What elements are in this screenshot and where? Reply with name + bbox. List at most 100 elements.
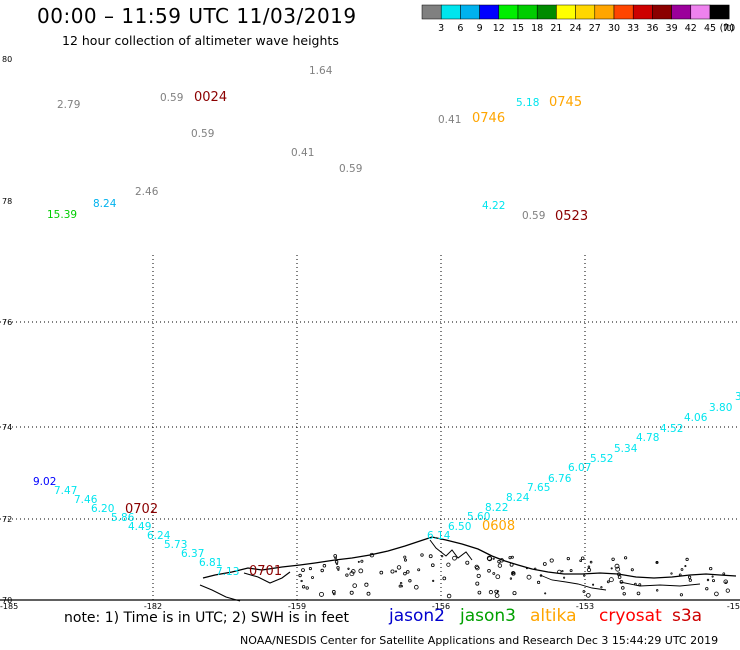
satellite-altika: altika (530, 606, 577, 626)
colorbar-swatch (632, 4, 653, 20)
wave-height-value: 5.34 (614, 443, 638, 455)
colorbar-label: 42 (685, 23, 697, 34)
wave-height-value: 1.64 (309, 65, 333, 77)
colorbar-swatch (709, 4, 730, 20)
colorbar-label: 45 (704, 23, 716, 34)
colorbar-swatch (460, 4, 480, 20)
alaska-coastline (199, 536, 737, 602)
pass-time-label: 0024 (194, 90, 227, 105)
wave-height-value: 0.41 (438, 114, 461, 126)
wave-height-value: 6.81 (199, 557, 222, 569)
colorbar-swatch (652, 4, 672, 20)
wave-height-value: 3.80 (709, 402, 732, 414)
lon-label: -15 (727, 602, 740, 611)
lon-label: -159 (288, 602, 306, 611)
footer-note: note: 1) Time is in UTC; 2) SWH is in fe… (64, 610, 350, 626)
colorbar-swatch (594, 4, 615, 20)
wave-height-value: 8.24 (93, 198, 117, 210)
wave-height-value: 8.22 (485, 502, 508, 514)
lat-label: 76 (2, 318, 12, 327)
wave-height-value: 5.86 (111, 512, 135, 524)
satellite-cryosat: cryosat (599, 606, 662, 626)
lon-label: -153 (576, 602, 594, 611)
lon-label: -156 (432, 602, 450, 611)
grid-lines (0, 255, 740, 601)
colorbar-swatch (517, 4, 538, 20)
colorbar-swatch (671, 4, 692, 20)
wave-height-value: 4.22 (482, 200, 505, 212)
wave-height-value: 4.52 (660, 423, 683, 435)
colorbar-label: 24 (570, 23, 582, 34)
wave-height-value: 0.59 (191, 128, 214, 140)
wave-height-value: 4.78 (636, 432, 659, 444)
colorbar-swatch (556, 4, 576, 20)
wave-height-value: 7.65 (527, 482, 550, 494)
colorbar-label: 30 (608, 23, 620, 34)
colorbar-swatch (613, 4, 634, 20)
pass-time-label: 0746 (472, 111, 505, 126)
colorbar-label: 3 (438, 23, 444, 34)
lon-label: -182 (144, 602, 162, 611)
wave-height-value: 6.37 (181, 548, 204, 560)
colorbar: 3 6 9 12 15 18 21 24 27 30 33 36 39 42 45 70(ft) (421, 4, 735, 34)
lat-label: 72 (2, 515, 12, 524)
lat-label: 70 (2, 596, 12, 605)
wave-height-value: 7.47 (54, 485, 77, 497)
lat-label: 74 (2, 423, 12, 432)
wave-height-value: 6.20 (91, 503, 114, 515)
wave-height-value: 0.59 (339, 163, 362, 175)
colorbar-swatch (536, 4, 557, 20)
lat-label: 80 (2, 55, 12, 64)
wave-height-value: 6.50 (448, 521, 471, 533)
colorbar-label: 6 (457, 23, 463, 34)
colorbar-label: 12 (493, 23, 505, 34)
wave-height-value: 0.59 (522, 210, 545, 222)
wave-height-value: 7.13 (216, 566, 239, 578)
wave-height-value: 3 (735, 391, 740, 403)
pass-time-label: 0608 (482, 519, 515, 534)
wave-height-value: 9.02 (33, 476, 56, 488)
wave-height-value: 15.39 (47, 209, 77, 221)
wave-height-value: 6.24 (147, 530, 171, 542)
pass-time-label: 0523 (555, 209, 588, 224)
wave-height-value: 4.06 (684, 412, 708, 424)
pass-time-label: 0745 (549, 95, 582, 110)
pass-time-label: 0702 (125, 502, 158, 517)
colorbar-swatch (575, 4, 596, 20)
wave-height-value: 6.76 (548, 473, 572, 485)
wave-height-value: 6.07 (568, 462, 591, 474)
colorbar-unit: (ft) (720, 23, 734, 34)
colorbar-label: 39 (666, 23, 678, 34)
colorbar-swatch (440, 4, 461, 20)
satellite-jason3: jason3 (460, 606, 516, 626)
colorbar-swatch (498, 4, 519, 20)
wave-height-value: 7.46 (74, 494, 98, 506)
wave-height-value: 8.24 (506, 492, 530, 504)
colorbar-swatch (690, 4, 711, 20)
wave-height-labels: 1.64 2.79 0.59 0024 0.59 0.41 0.59 2.46 8.24 15.3… (33, 65, 740, 579)
page-subtitle: 12 hour collection of altimeter wave hei… (62, 33, 339, 48)
satellite-jason2: jason2 (389, 606, 445, 626)
wave-height-value: 0.41 (291, 147, 314, 159)
colorbar-label: 18 (531, 23, 543, 34)
colorbar-label: 9 (477, 23, 483, 34)
colorbar-label: 21 (550, 23, 562, 34)
colorbar-label: 27 (589, 23, 601, 34)
lat-label: 78 (2, 197, 12, 206)
colorbar-label: 15 (512, 23, 524, 34)
colorbar-label: 33 (627, 23, 639, 34)
credit-line: NOAA/NESDIS Center for Satellite Applica… (240, 634, 719, 647)
wave-height-value: 0.59 (160, 92, 183, 104)
wave-height-value: 4.49 (128, 521, 151, 533)
lon-label: -185 (0, 602, 18, 611)
colorbar-swatch (421, 4, 442, 20)
wave-height-value: 2.79 (57, 99, 80, 111)
wave-height-value: 6.14 (427, 530, 451, 542)
page-title: 00:00 – 11:59 UTC 11/03/2019 (37, 4, 357, 28)
pass-time-label: 0701 (249, 564, 282, 579)
coastal-islands (298, 552, 730, 599)
colorbar-swatch (479, 4, 500, 20)
wave-height-value: 5.60 (467, 511, 490, 523)
axis-labels: 80 78 76 74 72 70-185 -182 -159 -156 -153 -15 (0, 55, 740, 611)
colorbar-label: 70 (723, 23, 735, 34)
